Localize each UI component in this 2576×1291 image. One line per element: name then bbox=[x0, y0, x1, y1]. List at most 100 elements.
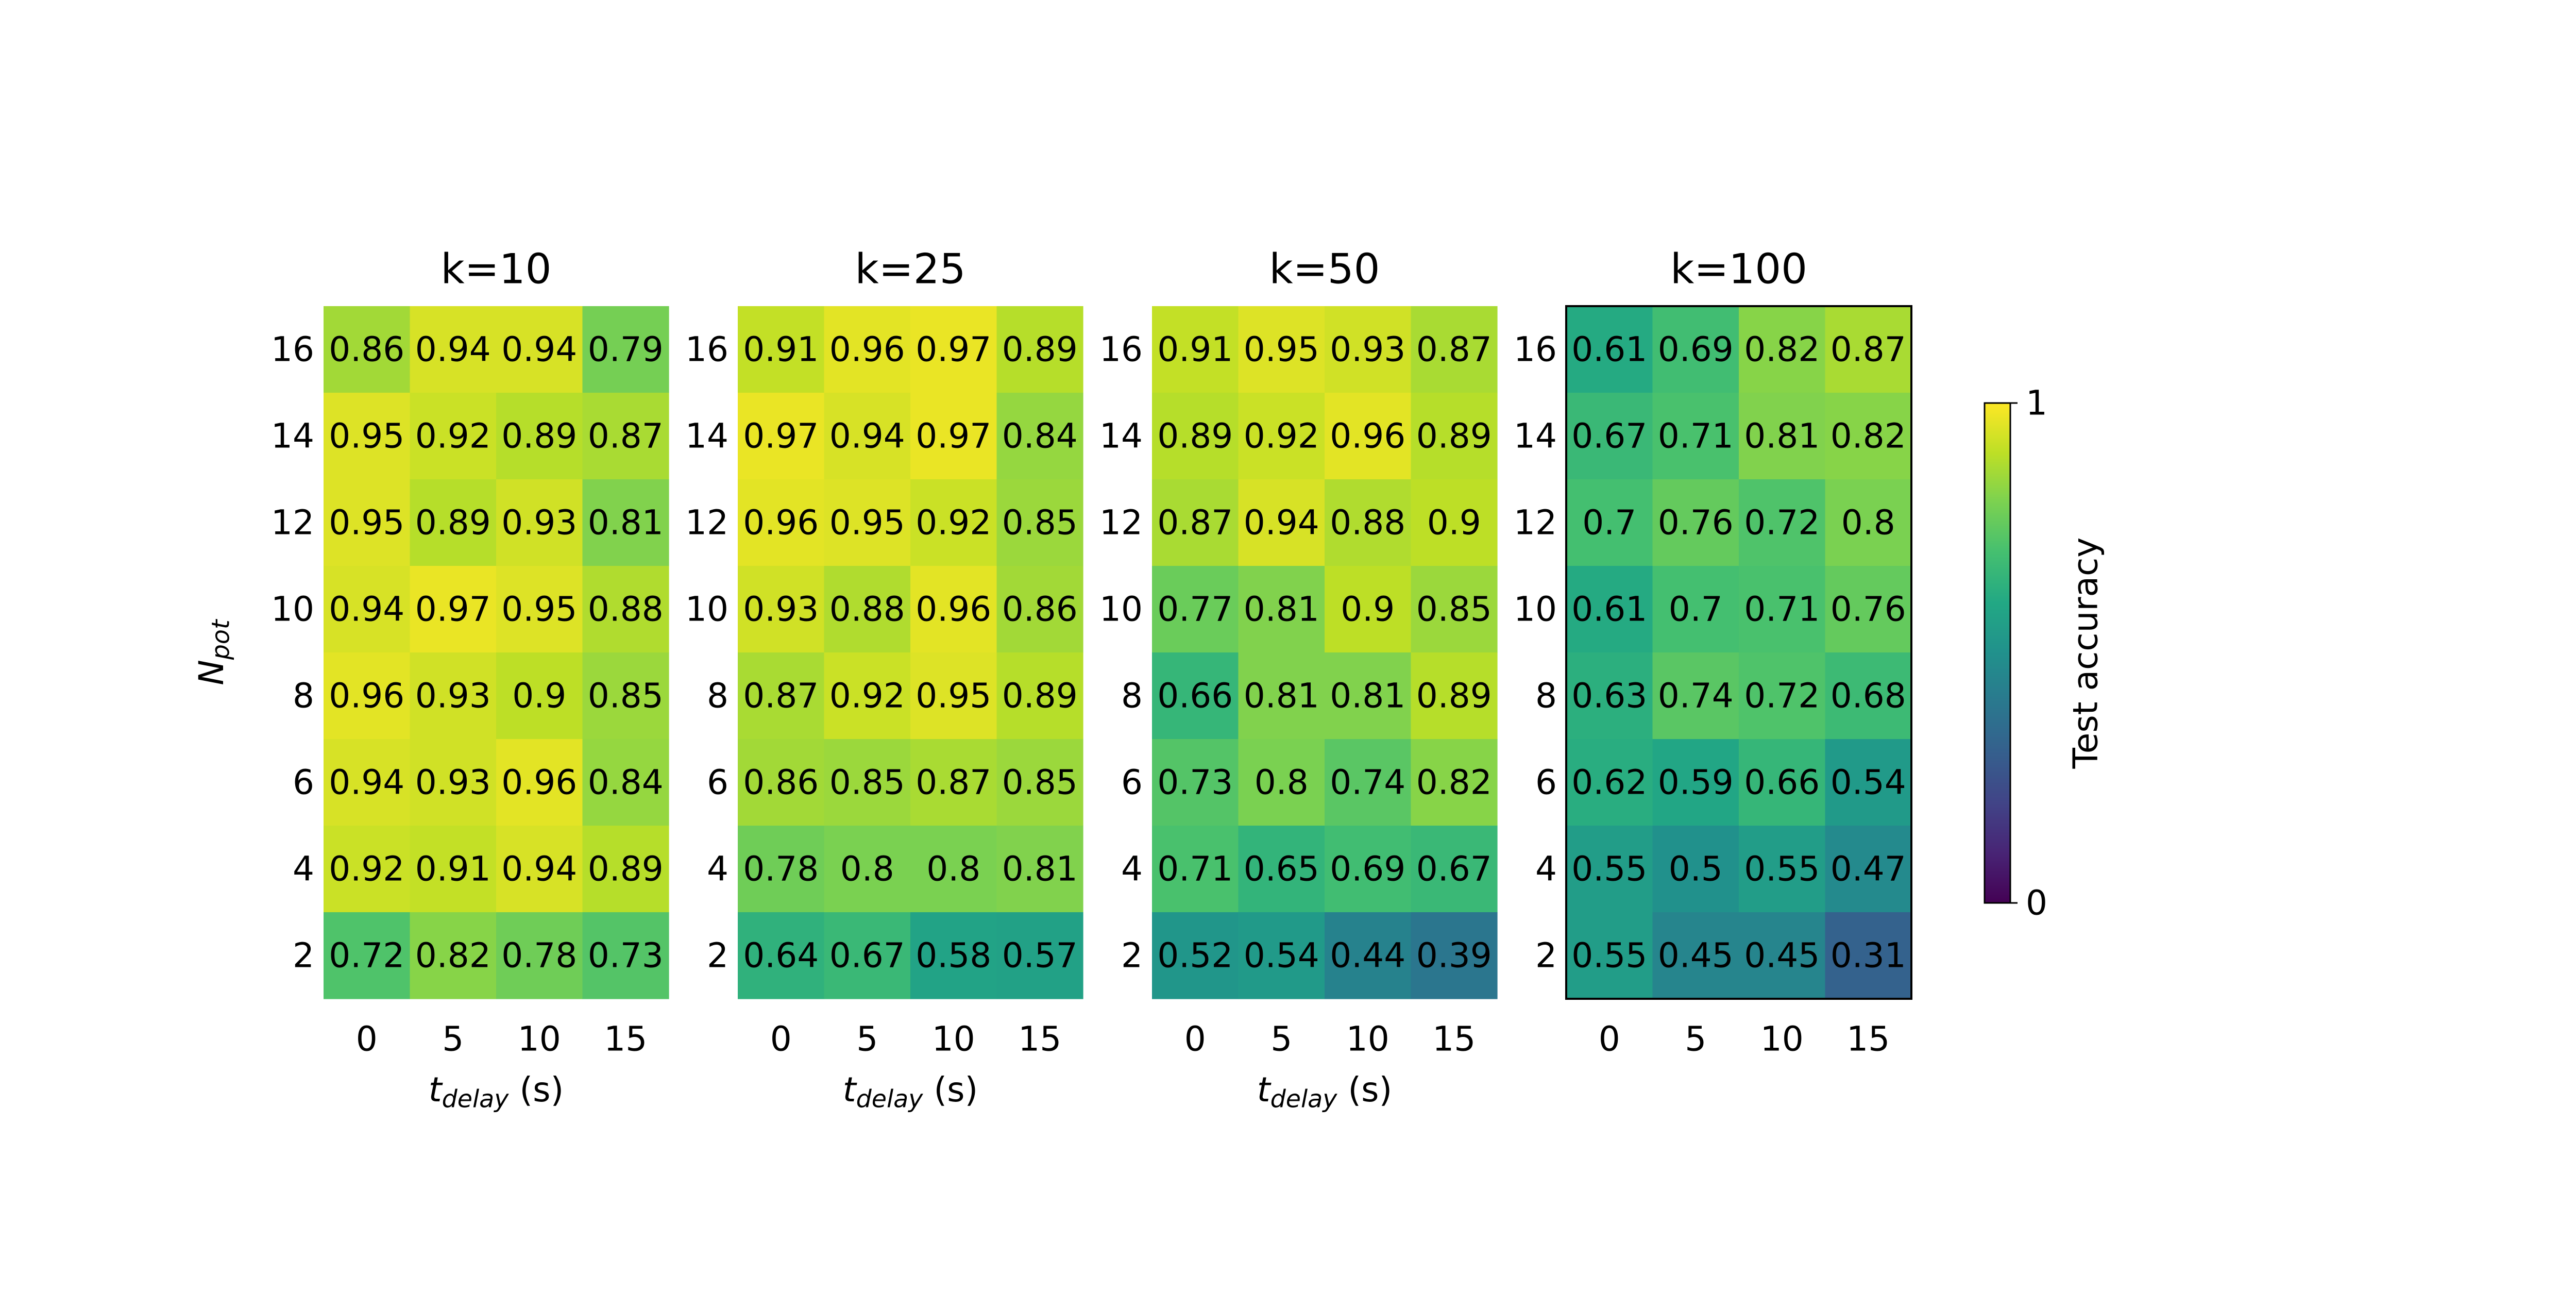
cell-value-label: 0.95 bbox=[329, 503, 404, 543]
cell-value-label: 0.89 bbox=[1002, 676, 1078, 716]
heatmap-cell bbox=[1739, 826, 1826, 913]
cell-value-label: 0.94 bbox=[1244, 503, 1319, 543]
cell-value-label: 0.91 bbox=[1157, 330, 1233, 370]
heatmap-cell bbox=[738, 566, 825, 653]
cell-value-label: 0.8 bbox=[1255, 763, 1309, 802]
cell-value-label: 0.96 bbox=[916, 590, 991, 629]
cell-value-label: 0.45 bbox=[1658, 936, 1734, 976]
heatmap-cell bbox=[1152, 826, 1239, 913]
cell-value-label: 0.47 bbox=[1831, 849, 1906, 889]
cell-value-label: 0.94 bbox=[329, 763, 404, 802]
heatmap-cell bbox=[1238, 306, 1325, 393]
heatmap-cell bbox=[1238, 566, 1325, 653]
cell-value-label: 0.71 bbox=[1744, 590, 1820, 629]
heatmap-cell bbox=[410, 652, 497, 740]
heatmap-cell bbox=[1411, 739, 1498, 826]
cell-value-label: 0.85 bbox=[829, 763, 905, 802]
heatmap-cell bbox=[1739, 652, 1826, 740]
cell-value-label: 0.85 bbox=[1416, 590, 1492, 629]
cell-value-label: 0.72 bbox=[1744, 503, 1820, 543]
cell-value-label: 0.87 bbox=[916, 763, 991, 802]
cell-value-label: 0.97 bbox=[743, 416, 819, 456]
cell-value-label: 0.8 bbox=[1841, 503, 1895, 543]
cell-value-label: 0.74 bbox=[1658, 676, 1734, 716]
y-tick-label: 16 bbox=[271, 330, 314, 370]
heatmap-cell bbox=[496, 826, 583, 913]
heatmap-cell bbox=[410, 912, 497, 999]
cell-value-label: 0.89 bbox=[1157, 416, 1233, 456]
panel-title: k=10 bbox=[440, 245, 551, 293]
cell-value-label: 0.5 bbox=[1669, 849, 1723, 889]
cell-value-label: 0.76 bbox=[1658, 503, 1734, 543]
cell-value-label: 0.72 bbox=[329, 936, 404, 976]
cell-value-label: 0.65 bbox=[1244, 849, 1319, 889]
cell-value-label: 0.96 bbox=[829, 330, 905, 370]
heatmap-cell bbox=[996, 652, 1083, 740]
heatmap-cell bbox=[1652, 826, 1739, 913]
y-tick-label: 10 bbox=[685, 590, 728, 629]
cell-value-label: 0.97 bbox=[916, 416, 991, 456]
cell-value-label: 0.54 bbox=[1244, 936, 1319, 976]
cell-value-label: 0.66 bbox=[1157, 676, 1233, 716]
cell-value-label: 0.78 bbox=[743, 849, 819, 889]
x-axis-label: tdelay (s) bbox=[429, 1070, 564, 1113]
cell-value-label: 0.9 bbox=[1427, 503, 1481, 543]
cell-value-label: 0.67 bbox=[1571, 416, 1647, 456]
x-tick-label: 10 bbox=[518, 1019, 561, 1059]
panel-title: k=100 bbox=[1670, 245, 1807, 293]
cell-value-label: 0.96 bbox=[329, 676, 404, 716]
x-axis-label-base: t bbox=[429, 1070, 443, 1110]
cell-value-label: 0.87 bbox=[1157, 503, 1233, 543]
cell-value-label: 0.8 bbox=[840, 849, 894, 889]
cell-value-label: 0.31 bbox=[1831, 936, 1906, 976]
cell-value-label: 0.85 bbox=[1002, 763, 1078, 802]
heatmap-cell bbox=[1152, 739, 1239, 826]
heatmap-cell bbox=[1566, 739, 1653, 826]
heatmap-cell bbox=[824, 652, 911, 740]
cell-value-label: 0.86 bbox=[329, 330, 404, 370]
y-tick-label: 12 bbox=[1099, 503, 1143, 543]
heatmap-panel-3: k=500.91 0.95 0.93 0.870.89 0.92 0.96 0.890.87… bbox=[1099, 245, 1498, 1113]
heatmap-cell bbox=[1411, 479, 1498, 566]
heatmap-cell bbox=[582, 393, 669, 480]
x-axis-label-subscript: delay bbox=[442, 1085, 510, 1113]
heatmap-cell bbox=[1566, 826, 1653, 913]
x-axis-label: tdelay (s) bbox=[843, 1070, 978, 1113]
heatmap-cell bbox=[1411, 566, 1498, 653]
y-tick-label: 4 bbox=[293, 849, 314, 889]
heatmap-cell bbox=[1566, 652, 1653, 740]
cell-value-label: 0.58 bbox=[916, 936, 991, 976]
heatmap-cell bbox=[1238, 826, 1325, 913]
cell-value-label: 0.77 bbox=[1157, 590, 1233, 629]
heatmap-cell bbox=[410, 566, 497, 653]
heatmap-cell bbox=[738, 479, 825, 566]
cell-value-label: 0.81 bbox=[1244, 590, 1319, 629]
y-tick-label: 12 bbox=[1514, 503, 1557, 543]
heatmap-cell bbox=[1739, 393, 1826, 480]
cell-value-label: 0.93 bbox=[1330, 330, 1405, 370]
heatmap-cell bbox=[1152, 306, 1239, 393]
cell-value-label: 0.87 bbox=[1416, 330, 1492, 370]
cell-value-label: 0.94 bbox=[829, 416, 905, 456]
heatmap-cell bbox=[582, 652, 669, 740]
heatmap-cell bbox=[410, 393, 497, 480]
cell-value-label: 0.67 bbox=[829, 936, 905, 976]
colorbar-gradient bbox=[1984, 402, 2011, 904]
cell-value-label: 0.97 bbox=[916, 330, 991, 370]
heatmap-cell bbox=[1325, 739, 1412, 826]
cell-value-label: 0.54 bbox=[1831, 763, 1906, 802]
cell-value-label: 0.89 bbox=[415, 503, 491, 543]
y-tick-label: 8 bbox=[707, 676, 728, 716]
heatmap-cell bbox=[1325, 566, 1412, 653]
heatmap-cell bbox=[582, 826, 669, 913]
cell-value-label: 0.91 bbox=[743, 330, 819, 370]
heatmap-cell bbox=[1566, 306, 1653, 393]
heatmap-cell bbox=[1652, 566, 1739, 653]
cell-value-label: 0.95 bbox=[501, 590, 577, 629]
x-tick-label: 5 bbox=[856, 1019, 878, 1059]
heatmap-cell bbox=[1825, 566, 1912, 653]
cell-value-label: 0.63 bbox=[1571, 676, 1647, 716]
colorbar: 1 0 Test accuracy bbox=[1984, 383, 2106, 923]
cell-value-label: 0.85 bbox=[588, 676, 664, 716]
heatmap-cell bbox=[1325, 306, 1412, 393]
